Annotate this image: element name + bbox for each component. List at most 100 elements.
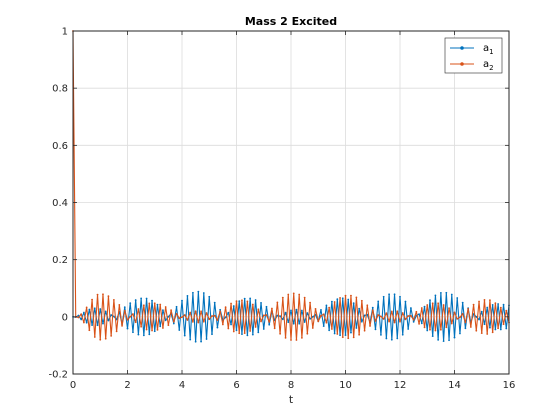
data-point (126, 327, 129, 330)
data-point (306, 312, 309, 314)
data-point (183, 314, 186, 316)
data-point (257, 308, 260, 311)
data-point (265, 314, 268, 316)
data-point (464, 327, 467, 330)
data-point (227, 311, 230, 314)
data-point (175, 305, 178, 308)
data-point (200, 310, 202, 313)
data-point (178, 329, 181, 331)
data-point (262, 314, 265, 317)
data-point (186, 294, 189, 297)
data-point (344, 294, 347, 297)
data-point (333, 301, 336, 303)
data-point (254, 299, 257, 301)
data-point (483, 323, 486, 326)
data-point (320, 309, 322, 311)
data-point (494, 328, 497, 331)
data-point (339, 296, 341, 299)
data-point (301, 309, 303, 312)
data-point (439, 328, 442, 331)
data-point (385, 312, 388, 315)
data-point (325, 321, 328, 324)
data-point (102, 322, 104, 325)
data-point (295, 308, 298, 311)
data-point (230, 323, 232, 326)
data-point (219, 308, 222, 311)
y-tick-label: 0.6 (52, 141, 68, 152)
data-point (423, 326, 426, 329)
data-point (475, 329, 478, 332)
data-point (350, 294, 352, 297)
data-point (142, 334, 145, 337)
data-point (110, 314, 113, 316)
data-point (355, 296, 358, 299)
data-point (91, 324, 93, 326)
data-point (434, 329, 437, 332)
data-point (151, 329, 153, 332)
data-point (448, 307, 450, 309)
y-tick-label: 0.4 (52, 198, 68, 209)
data-point (170, 309, 173, 312)
x-tick-label: 14 (448, 380, 461, 391)
x-tick-label: 16 (503, 380, 516, 391)
data-point (93, 307, 96, 310)
y-tick-label: 0.2 (52, 255, 68, 266)
data-point (96, 324, 99, 327)
data-point (260, 301, 262, 304)
data-point (380, 333, 382, 336)
data-point (91, 298, 93, 301)
data-point (145, 297, 148, 300)
data-point (480, 310, 483, 313)
data-point (246, 300, 249, 303)
data-point (232, 305, 235, 307)
data-point (347, 337, 350, 340)
data-point (281, 318, 284, 321)
data-point (420, 307, 423, 309)
data-point (134, 299, 137, 301)
data-point (450, 293, 453, 296)
data-point (505, 327, 508, 330)
data-point (197, 321, 200, 324)
data-point (77, 316, 80, 319)
data-point (164, 306, 167, 308)
data-point (284, 336, 287, 339)
data-point (366, 304, 369, 307)
data-point (369, 325, 371, 327)
data-point (85, 306, 88, 309)
data-point (132, 313, 134, 315)
data-point (499, 328, 502, 331)
data-point (202, 292, 205, 294)
data-point (235, 329, 238, 332)
data-point (202, 320, 205, 323)
data-point (134, 321, 137, 324)
data-point (399, 320, 401, 323)
data-point (224, 316, 227, 319)
data-point (461, 301, 464, 304)
data-point (418, 322, 420, 325)
data-point (249, 330, 252, 332)
data-point (426, 304, 429, 306)
data-point (298, 322, 301, 325)
data-point (287, 293, 290, 296)
data-point (172, 322, 175, 325)
data-point (330, 328, 333, 330)
data-point (142, 304, 145, 307)
legend-marker-a2 (460, 62, 464, 66)
data-point (102, 293, 104, 296)
data-point (268, 321, 271, 323)
data-point (123, 309, 126, 312)
data-point (388, 293, 390, 296)
data-point (140, 297, 143, 300)
data-point (377, 314, 380, 316)
data-point (388, 320, 390, 323)
data-point (320, 314, 322, 317)
data-point (355, 327, 358, 329)
data-point (181, 316, 183, 319)
data-point (148, 302, 151, 305)
data-point (83, 321, 85, 324)
data-point (303, 321, 306, 323)
data-point (167, 315, 170, 318)
data-point (374, 328, 377, 331)
data-point (172, 320, 175, 323)
data-point (232, 330, 235, 333)
